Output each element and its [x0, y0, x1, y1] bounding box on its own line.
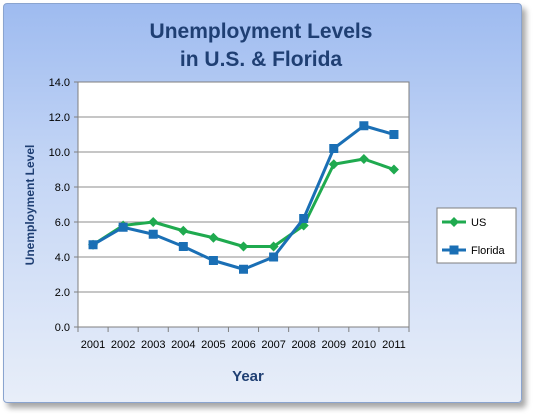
- data-point-florida: [239, 264, 248, 274]
- data-point-us: [208, 232, 219, 243]
- legend-marker-florida: [449, 245, 459, 255]
- data-point-us: [178, 225, 189, 236]
- x-tick-label: 2011: [382, 339, 406, 351]
- x-tick-label: 2010: [352, 339, 376, 351]
- chart-title-line-1: Unemployment Levels: [150, 20, 373, 43]
- y-tick-label: 2.0: [55, 287, 70, 299]
- data-point-florida: [178, 242, 188, 251]
- y-tick-label: 8.0: [55, 182, 70, 194]
- chart-title-line-2: in U.S. & Florida: [180, 48, 342, 71]
- y-tick-label: 14.0: [49, 77, 70, 89]
- legend-label-us: US: [471, 217, 486, 229]
- data-point-florida: [329, 144, 339, 153]
- data-point-florida: [389, 130, 399, 139]
- y-tick-label: 12.0: [49, 112, 70, 124]
- data-point-us: [358, 154, 369, 164]
- x-tick-label: 2007: [261, 339, 285, 351]
- y-tick-label: 10.0: [49, 147, 70, 159]
- x-tick-label: 2005: [201, 339, 225, 351]
- data-point-florida: [118, 222, 128, 232]
- series-florida: [88, 121, 399, 274]
- series-group: [88, 121, 399, 274]
- x-axis-title: Year: [232, 368, 264, 385]
- data-point-us: [388, 164, 399, 175]
- x-tick-label: 2009: [322, 339, 346, 351]
- legend-label-florida: Florida: [471, 245, 506, 257]
- plot-area: [77, 81, 410, 328]
- data-point-us: [268, 241, 279, 252]
- y-tick-label: 6.0: [55, 217, 70, 229]
- legend-item-us: US: [442, 217, 486, 229]
- x-tick-label: 2006: [231, 339, 255, 351]
- gridlines: [78, 116, 409, 293]
- legend-item-florida: Florida: [442, 245, 506, 257]
- y-tick-label: 0.0: [55, 322, 70, 334]
- legend: US Florida: [436, 207, 517, 264]
- y-axis-ticks: 0.0 2.0 4.0 6.0 8.0 10.0 12.0 14.0: [49, 77, 78, 334]
- data-point-florida: [359, 121, 369, 131]
- legend-marker-us: [449, 217, 459, 227]
- x-axis-ticks: 2001 2002 2003 2004 2005 2006 2007 2008 2009 2010…: [77, 327, 410, 351]
- data-point-florida: [88, 240, 98, 250]
- x-tick-label: 2003: [141, 339, 165, 351]
- data-point-us: [148, 217, 159, 227]
- y-axis-title: Unemployment Level: [23, 145, 37, 266]
- x-tick-label: 2001: [81, 339, 105, 351]
- y-tick-label: 4.0: [55, 252, 70, 264]
- data-point-florida: [208, 256, 218, 265]
- data-point-florida: [148, 229, 158, 239]
- x-tick-label: 2004: [171, 339, 195, 351]
- data-point-florida: [269, 252, 279, 262]
- data-point-us: [328, 159, 339, 170]
- data-point-us: [238, 241, 249, 252]
- x-tick-label: 2008: [291, 339, 315, 351]
- x-tick-label: 2002: [111, 339, 135, 351]
- data-point-florida: [299, 214, 309, 223]
